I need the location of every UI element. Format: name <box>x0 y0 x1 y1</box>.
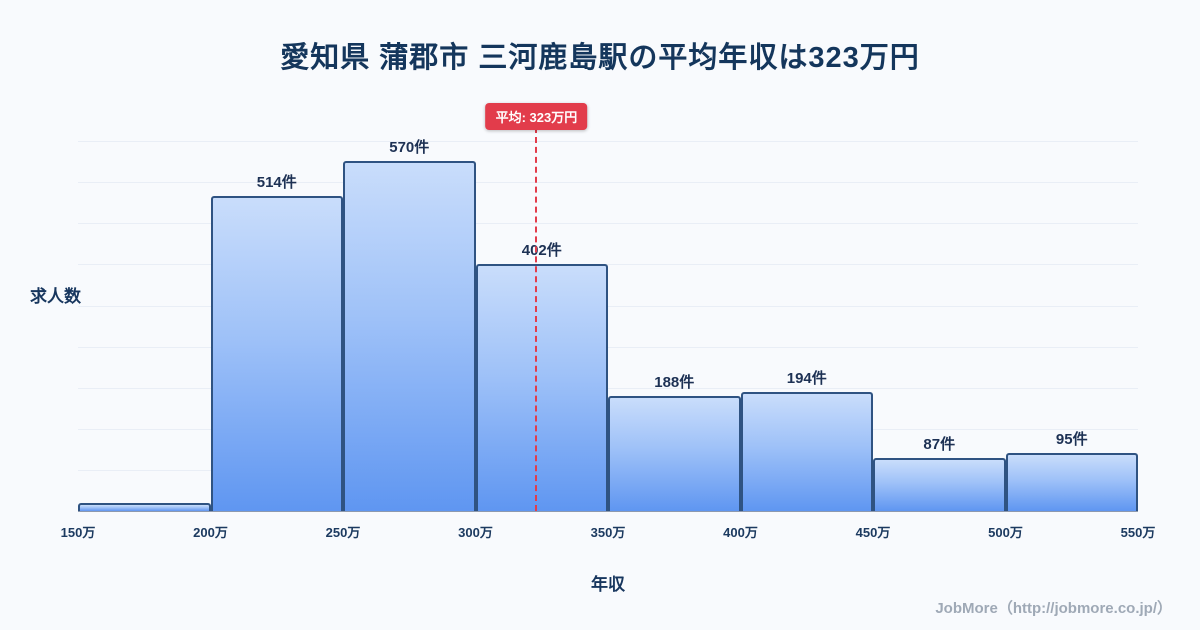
bar-value-label: 570件 <box>389 139 430 157</box>
histogram-bar: 402件 <box>475 242 608 511</box>
bar-value-label: 514件 <box>256 173 297 191</box>
grid-line <box>78 141 1138 143</box>
histogram-bar: 514件 <box>210 174 343 511</box>
histogram-bar: 194件 <box>740 370 873 511</box>
grid-line <box>78 264 1138 266</box>
x-tick-label: 350万 <box>590 525 626 540</box>
y-axis-label: 求人数 <box>30 287 81 306</box>
x-axis-ticks: 150万 200万 250万 300万 350万 400万 450万 500万 550万 <box>61 522 1156 542</box>
x-tick-label: 150万 <box>60 525 96 540</box>
x-tick-label: 300万 <box>458 525 493 540</box>
grid-line <box>78 387 1138 389</box>
histogram-bar: 570件 <box>343 139 476 511</box>
plot-area: 514件 570件 402件 188件 194件 87件 95件 平均: 323万円 <box>78 100 1138 512</box>
x-tick-label: 200万 <box>193 525 228 540</box>
grid-line <box>78 182 1138 184</box>
bar-value-label: 87件 <box>923 435 956 453</box>
bar-value-label: 188件 <box>654 373 695 391</box>
grid-line <box>78 346 1138 348</box>
x-tick-label: 250万 <box>325 525 361 540</box>
x-tick-label: 450万 <box>855 525 891 540</box>
histogram-bar <box>78 503 211 511</box>
grid-line <box>78 223 1138 225</box>
histogram-bar: 188件 <box>608 374 741 511</box>
footer-credit: JobMore（http://jobmore.co.jp/） <box>935 600 1172 617</box>
bar-value-label: 194件 <box>786 370 827 387</box>
bar-value-label: 95件 <box>1055 430 1088 448</box>
histogram-bar: 95件 <box>1005 431 1138 511</box>
grid-line <box>78 305 1138 307</box>
x-tick-label: 400万 <box>723 525 758 540</box>
x-tick-label: 500万 <box>988 525 1023 540</box>
histogram-bar: 87件 <box>873 436 1006 511</box>
x-tick-label: 550万 <box>1120 525 1156 540</box>
bar-value-label: 402件 <box>521 242 562 260</box>
chart-title: 愛知県 蒲郡市 三河鹿島駅の平均年収は323万円 <box>280 42 920 74</box>
average-dashed-line <box>535 127 538 511</box>
x-axis-label: 年収 <box>591 575 625 594</box>
average-badge: 平均: 323万円 <box>485 103 588 130</box>
